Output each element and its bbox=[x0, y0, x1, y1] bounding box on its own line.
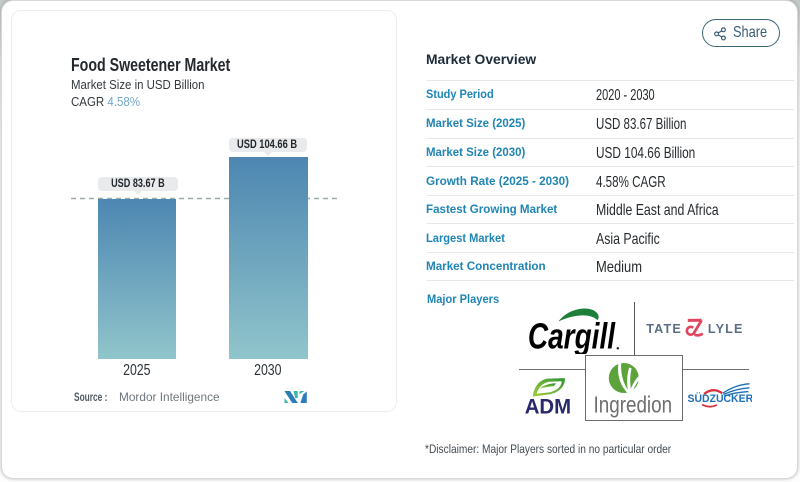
svg-text:TATE: TATE bbox=[646, 321, 682, 336]
svg-text:ADM: ADM bbox=[525, 395, 571, 416]
svg-text:SÜDZUCKER: SÜDZUCKER bbox=[688, 392, 753, 405]
svg-text:Ingredion: Ingredion bbox=[594, 393, 673, 418]
svg-text:Cargill: Cargill bbox=[528, 316, 616, 354]
svg-text:LYLE: LYLE bbox=[708, 321, 744, 336]
